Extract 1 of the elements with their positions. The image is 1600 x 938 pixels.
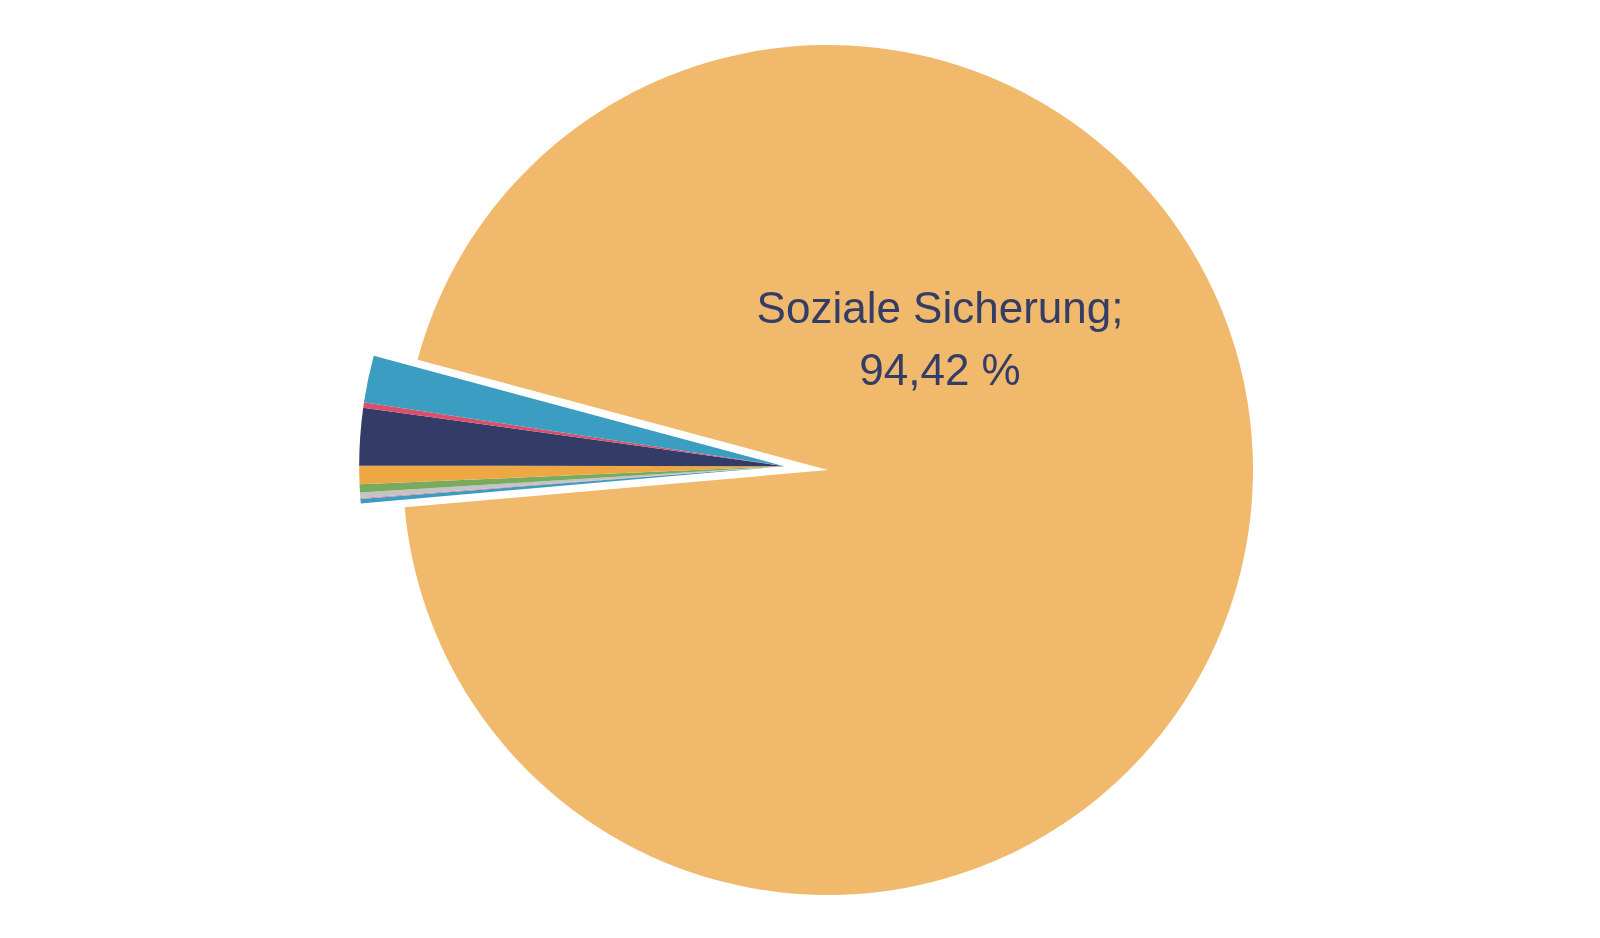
slice-label: Soziale Sicherung; 94,42 % xyxy=(756,282,1124,394)
